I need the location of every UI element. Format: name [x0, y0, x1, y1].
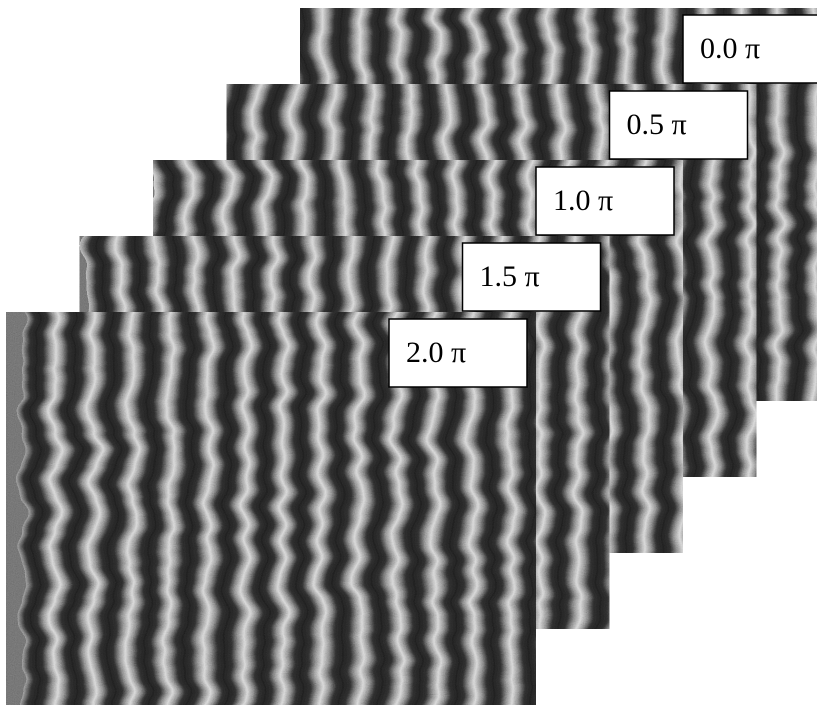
fringe-figure: 0.0 π 0.5 π 1.0 π 1.5 π 2.0 π — [0, 0, 817, 709]
phase-label: 0.0 π — [700, 32, 760, 65]
fringe-panel: 2.0 π — [6, 292, 592, 709]
phase-label: 1.0 π — [553, 184, 613, 217]
phase-label: 1.5 π — [480, 260, 540, 293]
phase-label: 0.5 π — [627, 108, 687, 141]
phase-label: 2.0 π — [406, 336, 466, 369]
page: {"labels": ["0.0 π", "0.5 π", "1.0 π", "… — [0, 0, 817, 709]
